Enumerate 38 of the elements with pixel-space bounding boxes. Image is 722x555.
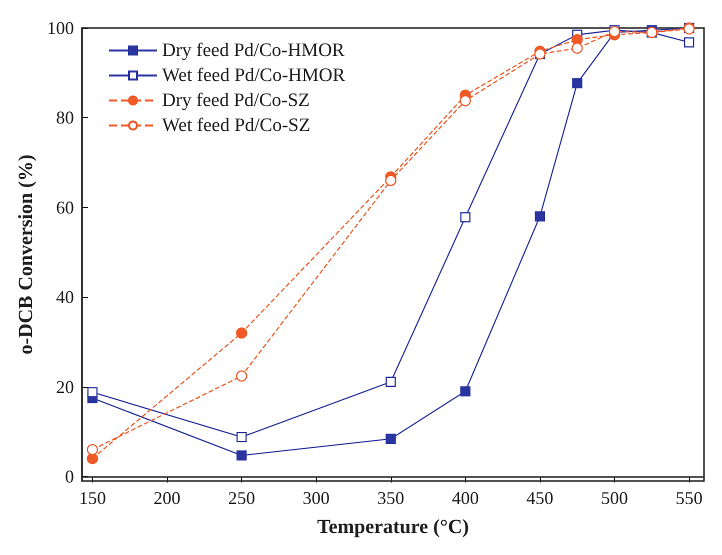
- point: [386, 376, 396, 387]
- x-tick-label: 500: [601, 488, 628, 508]
- point: [386, 434, 396, 444]
- x-tick-label: 250: [228, 488, 256, 508]
- x-axis-title: Temperature (°C): [317, 516, 469, 538]
- x-tick-label: 350: [377, 488, 404, 508]
- point: [572, 42, 583, 54]
- point: [572, 78, 582, 88]
- point: [460, 386, 470, 396]
- point: [236, 432, 247, 442]
- y-axis-title: o-DCB Conversion (%): [15, 154, 37, 354]
- point: [236, 370, 248, 382]
- x-tick-label: 150: [78, 488, 106, 508]
- point: [86, 444, 98, 456]
- legend-label: Dry feed Pd/Co-SZ: [162, 90, 310, 111]
- x-tick-label: 550: [676, 488, 703, 508]
- legend-label: Wet feed Pd/Co-SZ: [162, 115, 310, 136]
- legend-label: Dry feed Pd/Co-HMOR: [162, 40, 345, 61]
- y-tick-label: 100: [47, 18, 74, 38]
- point: [460, 95, 471, 106]
- x-tick-label: 300: [302, 488, 330, 508]
- point: [684, 37, 694, 48]
- x-tick-label: 200: [154, 488, 181, 508]
- y-tick-label: 0: [65, 466, 74, 487]
- point: [460, 212, 470, 222]
- x-tick-label: 400: [452, 488, 479, 508]
- point: [86, 452, 98, 464]
- point: [385, 174, 396, 186]
- y-tick-label: 20: [56, 376, 74, 397]
- point: [87, 387, 98, 398]
- point: [236, 327, 248, 339]
- y-tick-label: 80: [56, 108, 74, 128]
- legend-label: Wet feed Pd/Co-HMOR: [162, 65, 346, 86]
- y-tick-label: 60: [56, 197, 74, 218]
- point: [236, 450, 247, 461]
- point: [534, 211, 546, 222]
- y-tick-label: 40: [56, 287, 74, 308]
- x-tick-label: 450: [526, 488, 554, 508]
